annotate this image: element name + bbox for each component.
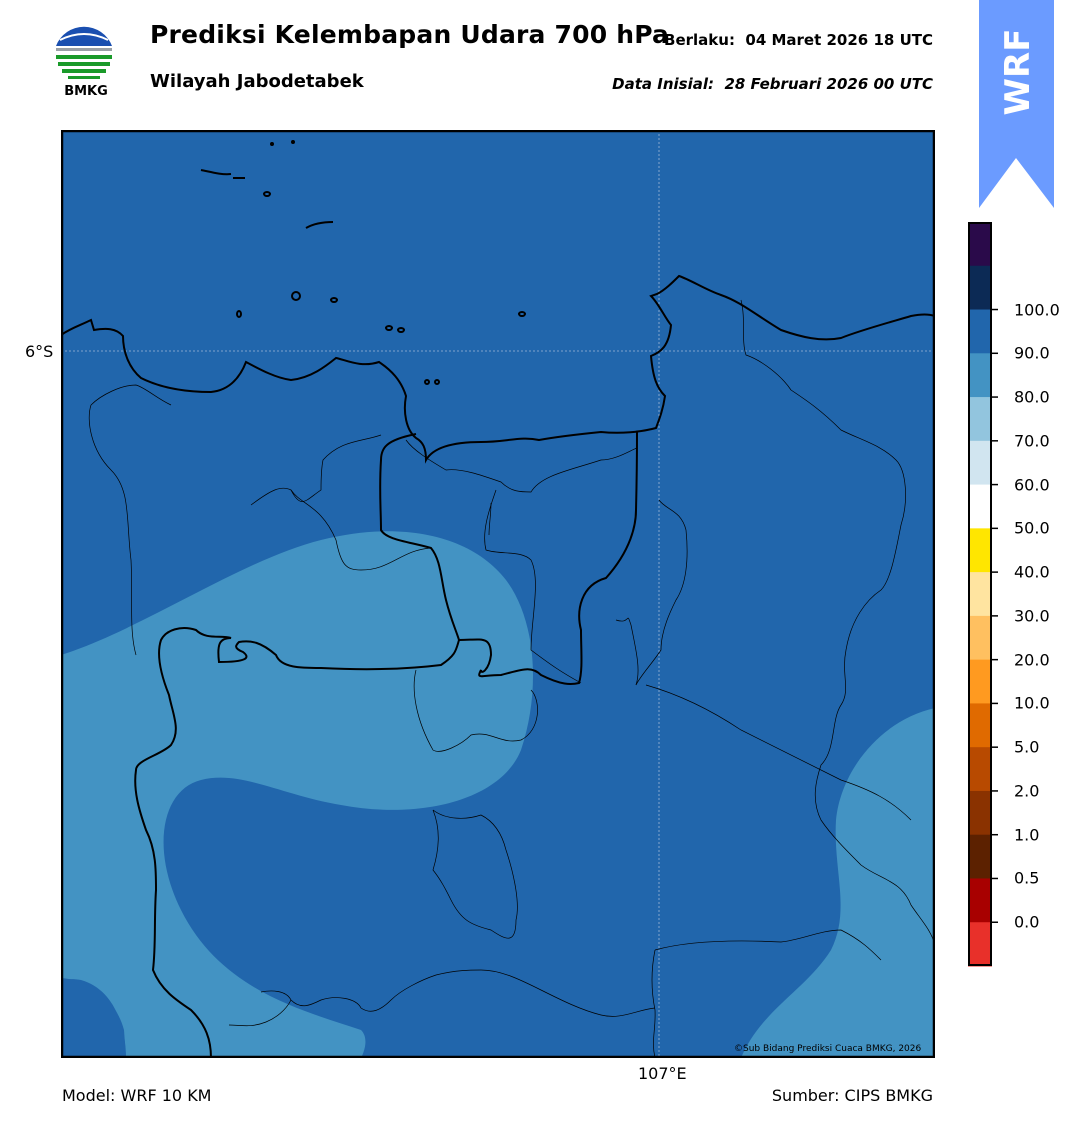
wrf-badge: WRF (979, 0, 1054, 208)
colorbar-label: 5.0 (1014, 737, 1040, 757)
colorbar-segment (968, 878, 992, 923)
colorbar-label: 0.0 (1014, 912, 1040, 932)
init-label: Data Inisial: (612, 75, 714, 93)
wrf-badge-text: WRF (998, 29, 1038, 116)
latitude-tick-label: 6°S (25, 342, 54, 361)
colorbar-segment (968, 659, 992, 704)
longitude-tick-label: 107°E (638, 1064, 687, 1083)
map-subtitle: Wilayah Jabodetabek (150, 71, 364, 92)
map-frame (61, 130, 935, 1058)
colorbar-segment (968, 572, 992, 617)
valid-label: Berlaku: (664, 31, 735, 49)
colorbar-segment (968, 397, 992, 442)
humidity-zone-west (61, 531, 533, 1058)
colorbar-label: 90.0 (1014, 343, 1050, 363)
colorbar-segment (968, 703, 992, 748)
colorbar-frame (968, 222, 992, 966)
map-title: Prediksi Kelembapan Udara 700 hPa (150, 20, 670, 49)
colorbar-label: 60.0 (1014, 475, 1050, 495)
colorbar (968, 222, 998, 967)
humidity-map (61, 130, 935, 1058)
source-info: Sumber: CIPS BMKG (771, 1086, 933, 1105)
humidity-zone-southeast (741, 708, 935, 1058)
colorbar-label: 20.0 (1014, 650, 1050, 670)
bmkg-logo (54, 22, 114, 82)
colorbar-segment (968, 265, 992, 311)
valid-value: 04 Maret 2026 18 UTC (745, 31, 933, 49)
thousand-islands (200, 140, 526, 385)
colorbar-label: 30.0 (1014, 606, 1050, 626)
colorbar-segment (968, 834, 992, 879)
colorbar-label: 50.0 (1014, 518, 1050, 538)
colorbar-label: 100.0 (1014, 300, 1060, 320)
colorbar-label: 2.0 (1014, 781, 1040, 801)
colorbar-segment (968, 747, 992, 792)
colorbar-label: 70.0 (1014, 431, 1050, 451)
colorbar-labels: 100.0 90.0 80.0 70.0 60.0 50.0 40.0 30.0 20.0 10.… (1014, 222, 1074, 966)
colorbar-segment (968, 353, 992, 398)
coastline (61, 274, 935, 464)
model-info: Model: WRF 10 KM (62, 1086, 212, 1105)
init-value: 28 Februari 2026 00 UTC (724, 75, 933, 93)
humidity-zone-southwest-dark (61, 978, 126, 1058)
colorbar-segment (968, 528, 992, 573)
colorbar-segment (968, 309, 992, 354)
colorbar-segment (968, 440, 992, 486)
colorbar-label: 10.0 (1014, 693, 1050, 713)
colorbar-segment (968, 484, 992, 529)
colorbar-label: 0.5 (1014, 868, 1040, 888)
colorbar-label: 1.0 (1014, 825, 1040, 845)
colorbar-segment (968, 790, 992, 836)
init-time: Data Inisial: 28 Februari 2026 00 UTC (612, 75, 933, 93)
colorbar-segment (968, 922, 992, 967)
regency-borders (88, 299, 935, 1058)
valid-time: Berlaku: 04 Maret 2026 18 UTC (664, 31, 933, 49)
colorbar-segment (968, 615, 992, 661)
logo-text: BMKG (64, 84, 108, 99)
colorbar-segment (968, 222, 992, 267)
colorbar-label: 80.0 (1014, 387, 1050, 407)
province-borders (134, 431, 638, 1058)
colorbar-label: 40.0 (1014, 562, 1050, 582)
copyright-note: ©Sub Bidang Prediksi Cuaca BMKG, 2026 (734, 1044, 922, 1054)
